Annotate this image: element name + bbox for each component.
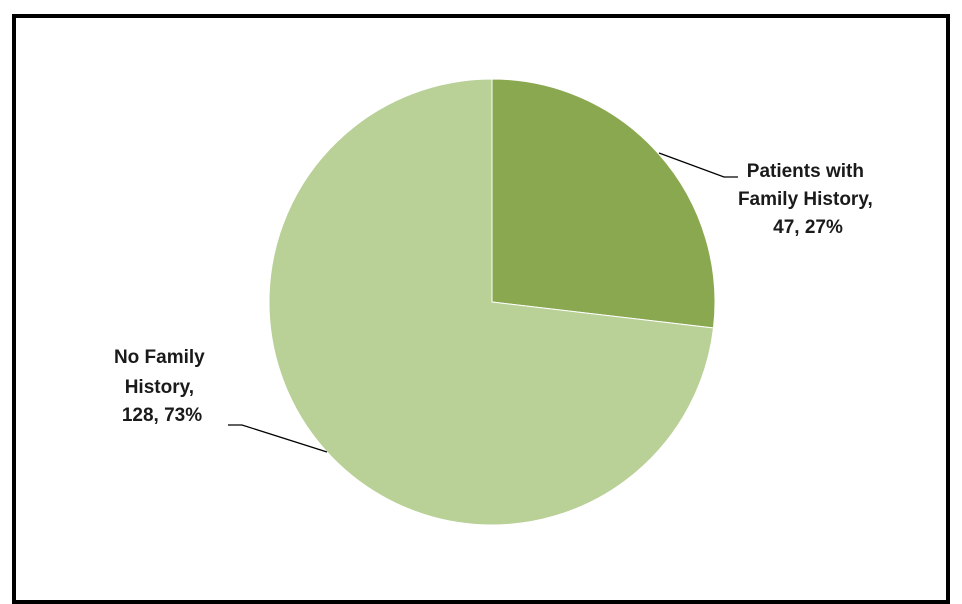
leader-line-family-history [658,152,738,178]
pie-chart: Patients with Family History, 47, 27% No… [114,78,878,526]
slice-label-no-family-history-line-1: No Family [114,347,205,368]
pie-slices [268,78,716,526]
leader-lines [228,152,738,453]
slice-label-no-family-history-line-2: History, [125,377,194,398]
slice-label-no-family-history-line-3: 128, 73% [122,405,202,426]
slice-label-family-history-line-2: Family History, [738,189,873,210]
pie-slice-family-history [491,78,716,329]
slice-label-no-family-history: No Family History, 128, 73% [114,347,210,426]
slice-label-family-history-line-1: Patients with [747,161,864,182]
slice-label-family-history-line-3: 47, 27% [773,217,843,238]
leader-line-no-family-history [228,424,328,453]
slice-label-family-history: Patients with Family History, 47, 27% [738,161,878,238]
pie-slice-no-family-history [268,78,715,526]
